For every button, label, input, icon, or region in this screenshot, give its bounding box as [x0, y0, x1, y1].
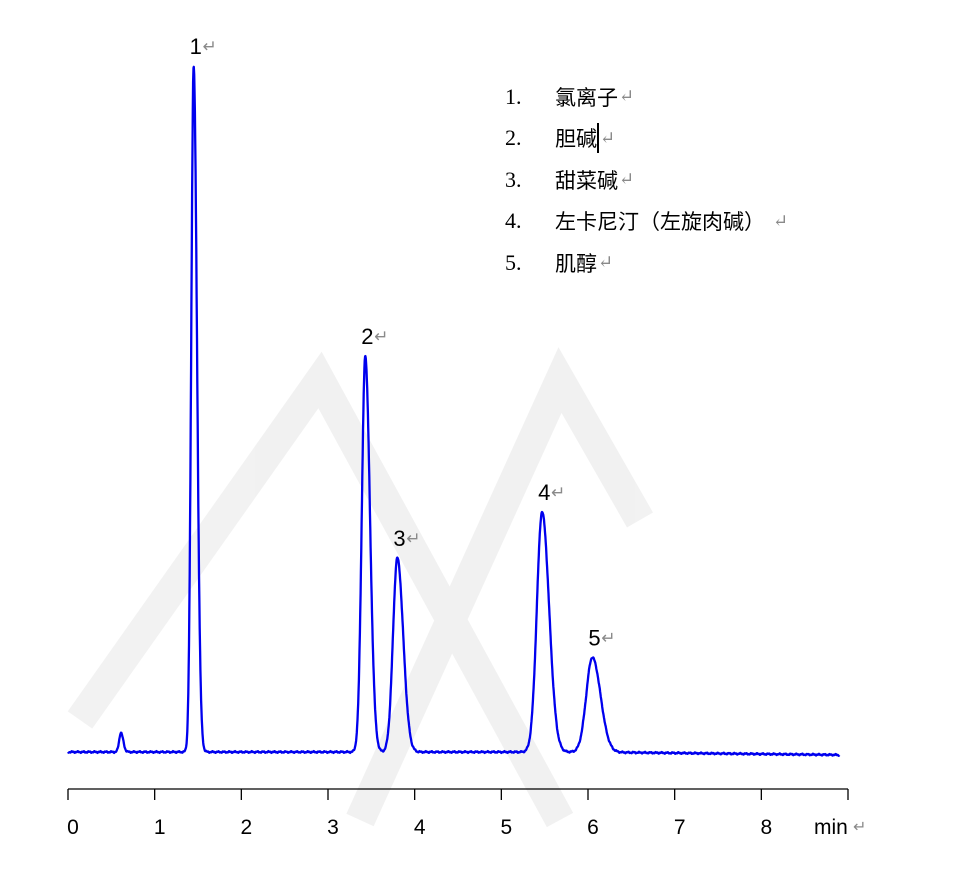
x-tick-label: 3 — [327, 816, 339, 839]
x-tick-label: 1 — [154, 816, 166, 839]
legend-label: 胆碱 — [555, 123, 599, 154]
watermark — [67, 347, 654, 828]
legend-number: 2. — [505, 125, 522, 151]
return-mark: ↵ — [600, 127, 616, 149]
legend-label: 甜菜碱 — [555, 168, 618, 193]
return-mark: ↵ — [598, 252, 614, 274]
legend: 1. 氯离子 ↵ 2. 胆碱 ↵ 3. 甜菜碱 ↵ 4. 左卡尼汀（左旋肉碱） ↵ 5. 肌醇 ↵ — [505, 76, 788, 284]
legend-item: 2. 胆碱 ↵ — [505, 118, 788, 160]
x-tick-label: 8 — [760, 816, 772, 839]
chromatogram-trace — [67, 65, 841, 757]
legend-number: 5. — [505, 249, 522, 275]
return-mark: ↵ — [601, 628, 615, 647]
peak-label: 5 — [588, 625, 600, 650]
legend-number: 4. — [505, 208, 522, 234]
legend-item: 1. 氯离子 ↵ — [505, 76, 788, 118]
x-tick-label: 4 — [414, 816, 426, 839]
x-tick-label: 0 — [67, 816, 79, 839]
return-mark: ↵ — [853, 819, 866, 836]
peak-label: 4 — [538, 480, 550, 505]
legend-label: 左卡尼汀（左旋肉碱） — [555, 210, 765, 235]
x-tick-label: 2 — [240, 816, 252, 839]
legend-number: 1. — [505, 83, 522, 109]
peak-label: 1 — [190, 34, 202, 59]
peak-labels: 1 ↵2 ↵3 ↵4 ↵5 ↵ — [190, 34, 616, 650]
return-mark: ↵ — [619, 86, 635, 108]
x-axis: 0 1 2 3 4 5 6 7 8 min ↵ — [67, 788, 866, 839]
legend-item: 3. 甜菜碱 ↵ — [505, 159, 788, 201]
legend-label: 肌醇 — [555, 251, 597, 276]
peak-label: 3 — [393, 526, 405, 551]
x-tick-label: 5 — [500, 816, 512, 839]
peak-label: 2 — [361, 324, 373, 349]
x-tick-label: 6 — [587, 816, 599, 839]
legend-label: 氯离子 — [555, 85, 618, 110]
return-mark: ↵ — [551, 483, 565, 502]
return-mark: ↵ — [203, 37, 217, 56]
legend-item: 4. 左卡尼汀（左旋肉碱） ↵ — [505, 201, 788, 243]
x-tick-label: 7 — [674, 816, 686, 839]
return-mark: ↵ — [773, 210, 789, 232]
legend-number: 3. — [505, 166, 522, 192]
return-mark: ↵ — [374, 327, 388, 346]
return-mark: ↵ — [619, 169, 635, 191]
x-unit-label: min — [814, 816, 848, 839]
return-mark: ↵ — [406, 529, 420, 548]
legend-item: 5. 肌醇 ↵ — [505, 242, 788, 284]
